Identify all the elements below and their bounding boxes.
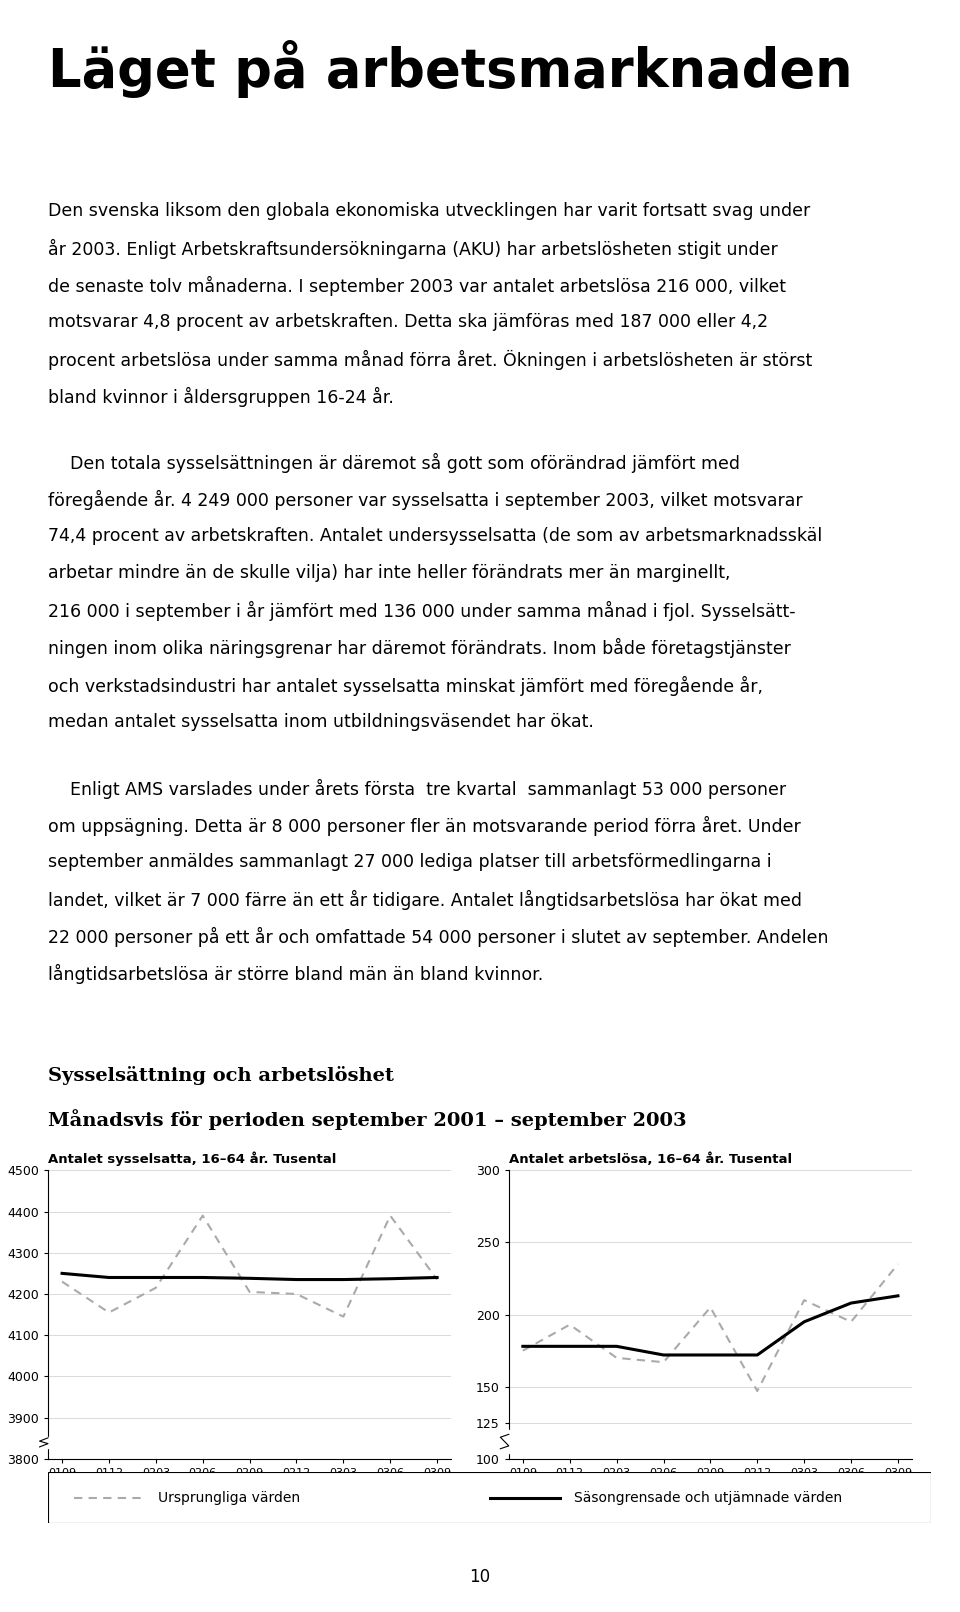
Bar bbox=[25, 1436, 456, 1448]
Text: bland kvinnor i åldersgruppen 16-24 år.: bland kvinnor i åldersgruppen 16-24 år. bbox=[48, 387, 394, 406]
Bar bbox=[486, 1430, 917, 1452]
Text: och verkstadsindustri har antalet sysselsatta minskat jämfört med föregående år,: och verkstadsindustri har antalet syssel… bbox=[48, 675, 763, 695]
Text: motsvarar 4,8 procent av arbetskraften. Detta ska jämföras med 187 000 eller 4,2: motsvarar 4,8 procent av arbetskraften. … bbox=[48, 313, 768, 330]
Text: Den totala sysselsättningen är däremot så gott som oförändrad jämfört med: Den totala sysselsättningen är däremot s… bbox=[48, 453, 740, 472]
Text: Enligt AMS varslades under årets första  tre kvartal  sammanlagt 53 000 personer: Enligt AMS varslades under årets första … bbox=[48, 779, 786, 798]
Text: 216 000 i september i år jämfört med 136 000 under samma månad i fjol. Sysselsät: 216 000 i september i år jämfört med 136… bbox=[48, 601, 796, 621]
Text: Den svenska liksom den globala ekonomiska utvecklingen har varit fortsatt svag u: Den svenska liksom den globala ekonomisk… bbox=[48, 202, 810, 219]
Text: om uppsägning. Detta är 8 000 personer fler än motsvarande period förra året. Un: om uppsägning. Detta är 8 000 personer f… bbox=[48, 816, 801, 835]
Text: Antalet sysselsatta, 16–64 år. Tusental: Antalet sysselsatta, 16–64 år. Tusental bbox=[48, 1153, 336, 1167]
Text: långtidsarbetslösa är större bland män än bland kvinnor.: långtidsarbetslösa är större bland män ä… bbox=[48, 964, 543, 983]
Text: 22 000 personer på ett år och omfattade 54 000 personer i slutet av september. A: 22 000 personer på ett år och omfattade … bbox=[48, 927, 828, 946]
Text: 74,4 procent av arbetskraften. Antalet undersysselsatta (de som av arbetsmarknad: 74,4 procent av arbetskraften. Antalet u… bbox=[48, 527, 823, 545]
Text: Ursprungliga värden: Ursprungliga värden bbox=[158, 1491, 300, 1504]
Text: 10: 10 bbox=[469, 1567, 491, 1586]
Text: år 2003. Enligt Arbetskraftsundersökningarna (AKU) har arbetslösheten stigit und: år 2003. Enligt Arbetskraftsundersökning… bbox=[48, 239, 778, 258]
Text: landet, vilket är 7 000 färre än ett år tidigare. Antalet långtidsarbetslösa har: landet, vilket är 7 000 färre än ett år … bbox=[48, 890, 802, 909]
Text: de senaste tolv månaderna. I september 2003 var antalet arbetslösa 216 000, vilk: de senaste tolv månaderna. I september 2… bbox=[48, 276, 786, 295]
Text: Säsongrensade och utjämnade värden: Säsongrensade och utjämnade värden bbox=[573, 1491, 842, 1504]
Text: medan antalet sysselsatta inom utbildningsväsendet har ökat.: medan antalet sysselsatta inom utbildnin… bbox=[48, 713, 594, 730]
Text: Läget på arbetsmarknaden: Läget på arbetsmarknaden bbox=[48, 40, 852, 98]
Text: procent arbetslösa under samma månad förra året. Ökningen i arbetslösheten är st: procent arbetslösa under samma månad för… bbox=[48, 350, 812, 369]
Text: ningen inom olika näringsgrenar har däremot förändrats. Inom både företagstjänst: ningen inom olika näringsgrenar har däre… bbox=[48, 638, 791, 658]
Text: arbetar mindre än de skulle vilja) har inte heller förändrats mer än marginellt,: arbetar mindre än de skulle vilja) har i… bbox=[48, 564, 731, 582]
Text: föregående år. 4 249 000 personer var sysselsatta i september 2003, vilket motsv: föregående år. 4 249 000 personer var sy… bbox=[48, 490, 803, 509]
Text: Månadsvis för perioden september 2001 – september 2003: Månadsvis för perioden september 2001 – … bbox=[48, 1109, 686, 1130]
FancyBboxPatch shape bbox=[48, 1472, 931, 1523]
Text: Sysselsättning och arbetslöshet: Sysselsättning och arbetslöshet bbox=[48, 1066, 394, 1085]
Text: september anmäldes sammanlagt 27 000 lediga platser till arbetsförmedlingarna i: september anmäldes sammanlagt 27 000 led… bbox=[48, 853, 772, 870]
Text: Antalet arbetslösa, 16–64 år. Tusental: Antalet arbetslösa, 16–64 år. Tusental bbox=[509, 1153, 792, 1167]
